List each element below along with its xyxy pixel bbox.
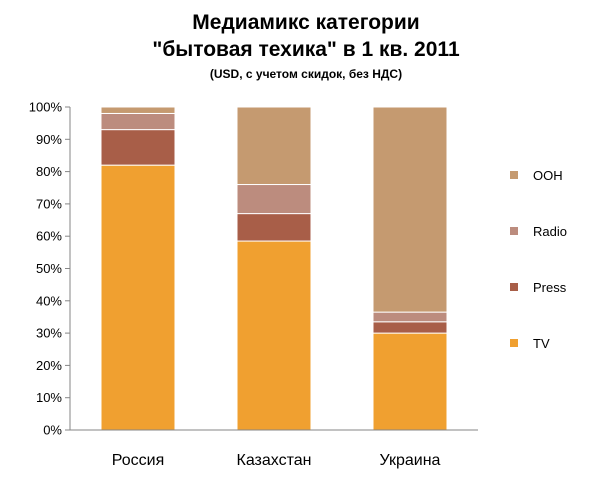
- chart-title-line-2: "бытовая техика" в 1 кв. 2011: [152, 38, 460, 61]
- y-tick-label: 70%: [36, 196, 62, 211]
- bar-segment-press: [236, 213, 312, 242]
- y-tick-label: 80%: [36, 164, 62, 179]
- bar-segment-radio: [236, 184, 312, 215]
- y-axis: 0% 10% 20% 30% 40% 50% 60% 70% 80% 90% 100%: [29, 100, 71, 438]
- x-tick-label: Россия: [112, 452, 164, 469]
- x-axis: Россия Казахстан Украина: [70, 429, 478, 469]
- x-tick-label: Казахстан: [237, 452, 312, 469]
- legend-swatch-tv: [510, 339, 518, 347]
- chart-subtitle: (USD, с учетом скидок, без НДС): [210, 67, 402, 81]
- y-tick-label: 10%: [36, 390, 62, 405]
- chart-title-line-1: Медиамикс категории: [192, 11, 419, 34]
- legend-label-radio: Radio: [533, 224, 567, 239]
- bar-segment-radio: [100, 112, 176, 131]
- x-tick-label: Украина: [380, 452, 441, 469]
- bar-segment-ooh: [236, 106, 312, 186]
- bar-segment-tv: [372, 332, 448, 431]
- y-tick-label: 20%: [36, 358, 62, 373]
- legend-swatch-ooh: [510, 171, 518, 179]
- bar-segment-tv: [236, 240, 312, 431]
- y-tick-label: 30%: [36, 326, 62, 341]
- bar-segment-ooh: [372, 106, 448, 313]
- y-tick-label: 40%: [36, 293, 62, 308]
- y-tick-label: 90%: [36, 132, 62, 147]
- y-tick-label: 100%: [29, 100, 63, 115]
- legend-label-tv: TV: [533, 336, 550, 351]
- bar-segment-tv: [100, 164, 176, 431]
- bar-segment-press: [372, 321, 448, 334]
- y-tick-label: 0%: [43, 423, 62, 438]
- y-tick-label: 50%: [36, 261, 62, 276]
- bar-segment-ooh: [100, 106, 176, 114]
- bar-segment-radio: [372, 311, 448, 323]
- legend: OOH Radio Press TV: [510, 168, 567, 351]
- legend-label-ooh: OOH: [533, 168, 563, 183]
- y-tick-label: 60%: [36, 229, 62, 244]
- legend-label-press: Press: [533, 280, 567, 295]
- bars: [100, 106, 448, 431]
- bar-segment-press: [100, 129, 176, 166]
- legend-swatch-press: [510, 283, 518, 291]
- legend-swatch-radio: [510, 227, 518, 235]
